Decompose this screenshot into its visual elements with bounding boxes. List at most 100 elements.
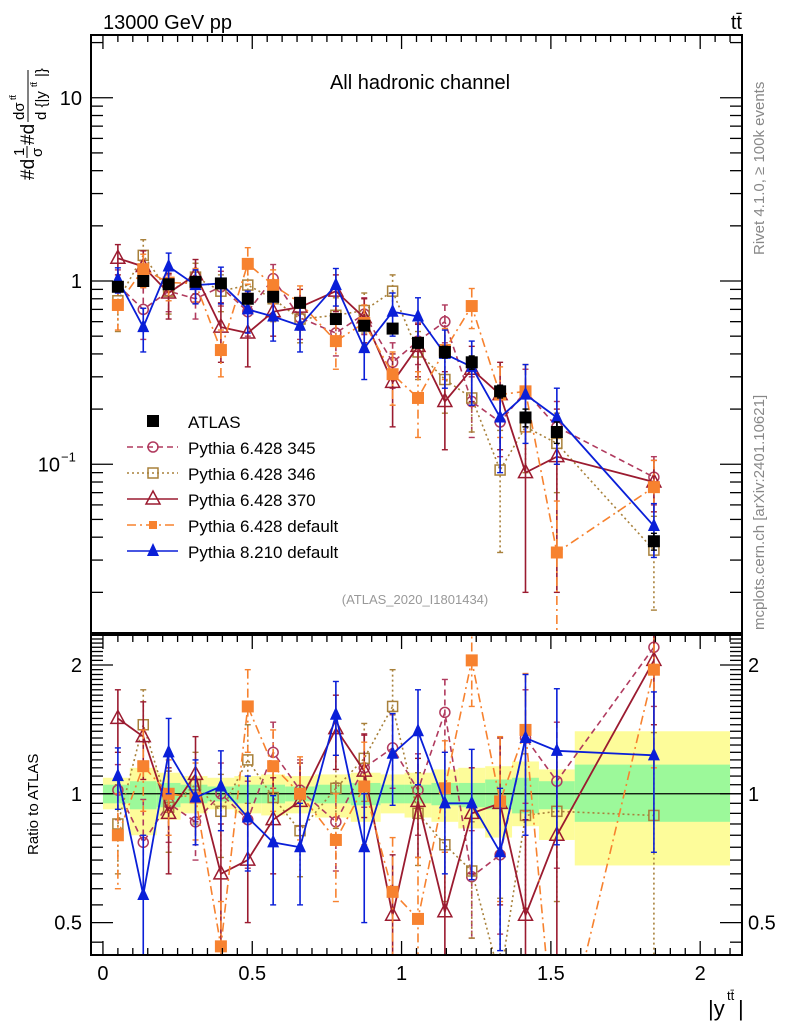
data-point [386, 700, 399, 713]
rivet-version-label: Rivet 4.1.0, ≥ 100k events [751, 82, 768, 255]
plot-title: All hadronic channel [330, 72, 510, 94]
svg-text:|}: |} [33, 68, 50, 77]
data-point [436, 902, 454, 918]
y-tick-label-right: 1 [748, 784, 759, 806]
data-point [550, 425, 563, 438]
data-point [465, 654, 478, 667]
data-point [267, 834, 280, 848]
svg-text:d {|y: d {|y [33, 91, 50, 120]
data-point [358, 340, 371, 354]
data-point [519, 386, 532, 400]
data-point [162, 258, 175, 272]
legend: ATLAS Pythia 6.428 345 Pythia 6.428 346 Pyt… [127, 413, 339, 562]
legend-label: Pythia 8.210 default [188, 543, 339, 562]
data-point [647, 747, 660, 761]
data-point [329, 277, 342, 291]
legend-label: ATLAS [188, 413, 241, 432]
data-point [384, 372, 401, 389]
data-point [329, 706, 342, 720]
data-point [329, 833, 342, 846]
data-point [241, 292, 254, 305]
data-point [160, 283, 177, 299]
svg-text:#d: #d [18, 124, 39, 145]
x-tick-label: 1 [396, 963, 407, 985]
data-point [438, 345, 451, 358]
svg-text:σ: σ [29, 147, 46, 157]
data-point [294, 787, 307, 800]
data-point [267, 279, 280, 292]
data-point [358, 319, 371, 332]
data-point [239, 323, 257, 339]
data-point [550, 742, 563, 756]
data-point [519, 730, 532, 744]
data-point [137, 319, 150, 333]
data-point [212, 864, 230, 880]
data-point [329, 313, 342, 326]
svg-text:dσ: dσ [11, 102, 28, 120]
data-point [358, 839, 371, 853]
data-point [294, 296, 307, 309]
data-point [109, 708, 127, 725]
data-point [411, 723, 424, 737]
svg-text:|: | [738, 996, 744, 1021]
legend-label: Pythia 6.428 370 [188, 491, 316, 510]
data-point [550, 409, 563, 423]
legend-label: Pythia 6.428 345 [188, 439, 316, 458]
data-point [411, 912, 424, 925]
data-point [438, 795, 451, 809]
main-y-axis-label: #d 1 σ #d dσ tt̄ d {|y tt̄ |} [8, 68, 50, 180]
x-tick-label: 0 [97, 963, 108, 985]
series-line [117, 659, 655, 919]
data-point [647, 518, 660, 532]
data-point [214, 940, 227, 953]
data-point [386, 745, 399, 759]
data-point [517, 905, 534, 922]
legend-label: Pythia 6.428 default [188, 517, 339, 536]
data-point [409, 791, 427, 808]
data-point [189, 789, 202, 803]
data-point [135, 727, 152, 743]
data-point [647, 663, 660, 676]
x-axis-label: |y tt̄ | [708, 988, 744, 1021]
series-line [117, 660, 655, 955]
y-tick-label-right: 2 [748, 655, 759, 677]
legend-marker [144, 489, 162, 505]
legend-label: Pythia 6.428 346 [188, 465, 316, 484]
data-point [111, 768, 124, 782]
legend-item: ATLAS [147, 413, 241, 432]
data-point [494, 409, 507, 423]
series-atlas [111, 275, 660, 551]
legend-marker [147, 441, 159, 453]
collision-energy-label: 13000 GeV pp [103, 12, 232, 34]
x-tick-label: 1.5 [537, 963, 565, 985]
data-point [241, 700, 254, 713]
data-point [267, 760, 280, 773]
data-point [294, 839, 307, 853]
data-point [465, 300, 478, 313]
series-line [116, 714, 654, 896]
x-tick-label: 2 [695, 963, 706, 985]
data-point [550, 546, 563, 559]
data-point [214, 778, 227, 792]
data-point [647, 481, 660, 494]
series-line [117, 277, 655, 478]
data-point [242, 754, 254, 766]
legend-item: Pythia 6.428 370 [127, 489, 316, 510]
data-point [358, 780, 371, 793]
y-tick-label: 1 [71, 784, 82, 806]
data-point [214, 344, 227, 357]
data-point [267, 290, 280, 303]
data-point [329, 335, 342, 348]
data-point [241, 809, 254, 823]
data-point [241, 301, 254, 315]
svg-text:tt̄: tt̄ [8, 94, 18, 100]
legend-marker [147, 543, 159, 556]
data-point [494, 844, 507, 858]
legend-marker [147, 415, 159, 427]
data-point [214, 277, 227, 290]
y-tick-label: 1 [71, 271, 82, 293]
series-line [117, 646, 655, 879]
data-point [189, 275, 202, 288]
analysis-id-label: (ATLAS_2020_I1801434) [342, 592, 488, 607]
